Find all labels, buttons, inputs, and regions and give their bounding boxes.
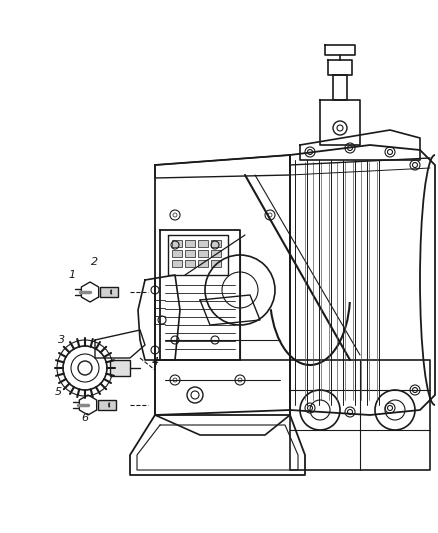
Bar — [172, 260, 182, 267]
Circle shape — [268, 213, 272, 217]
Circle shape — [337, 125, 343, 131]
Bar — [211, 250, 221, 257]
Circle shape — [347, 146, 353, 150]
Circle shape — [78, 361, 92, 375]
Circle shape — [388, 149, 392, 155]
Bar — [211, 240, 221, 247]
Circle shape — [347, 409, 353, 415]
Circle shape — [238, 378, 242, 382]
Bar — [198, 260, 208, 267]
Circle shape — [173, 378, 177, 382]
Text: 2: 2 — [92, 257, 99, 267]
Text: 6: 6 — [81, 413, 88, 423]
Text: 3: 3 — [58, 335, 66, 345]
Bar — [172, 250, 182, 257]
Bar — [185, 250, 195, 257]
Circle shape — [413, 163, 417, 167]
Bar — [98, 400, 116, 410]
Bar — [172, 240, 182, 247]
Circle shape — [413, 387, 417, 392]
Circle shape — [307, 149, 312, 155]
Bar — [198, 240, 208, 247]
Bar — [198, 250, 208, 257]
Text: 4: 4 — [152, 357, 159, 367]
Bar — [211, 260, 221, 267]
Text: 1: 1 — [68, 270, 76, 280]
Text: 5: 5 — [54, 387, 62, 397]
Circle shape — [307, 406, 312, 410]
Bar — [100, 287, 118, 297]
Circle shape — [173, 213, 177, 217]
Bar — [185, 240, 195, 247]
Circle shape — [388, 406, 392, 410]
Bar — [185, 260, 195, 267]
Bar — [110, 360, 130, 376]
